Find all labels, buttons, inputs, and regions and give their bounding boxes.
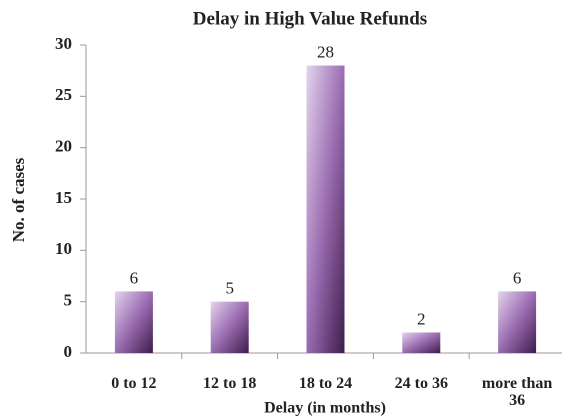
y-tick-label: 0 [64,342,73,361]
data-label: 6 [130,268,139,287]
y-tick-label: 5 [64,291,73,310]
bar [114,291,153,353]
y-tick-label: 10 [55,239,72,258]
bar [210,301,249,353]
bar [498,291,537,353]
bar [306,65,345,354]
data-label: 5 [225,279,234,298]
y-tick-label: 25 [55,85,72,104]
data-label: 2 [417,309,426,328]
x-tick-label: 12 to 18 [203,375,257,392]
data-label: 6 [513,268,522,287]
x-tick-label: 0 to 12 [111,375,157,392]
x-tick-label: 18 to 24 [298,375,353,392]
y-tick-label: 15 [55,188,72,207]
y-axis-title: No. of cases [9,157,28,242]
x-tick-label: more than 36 [481,375,553,409]
y-tick-label: 30 [55,34,72,53]
x-tick-label: 24 to 36 [394,375,448,392]
x-axis-title: Delay (in months) [264,400,386,417]
chart-title: Delay in High Value Refunds [193,8,427,29]
bar [402,332,441,353]
data-label: 28 [317,42,334,61]
y-tick-label: 20 [55,137,72,156]
